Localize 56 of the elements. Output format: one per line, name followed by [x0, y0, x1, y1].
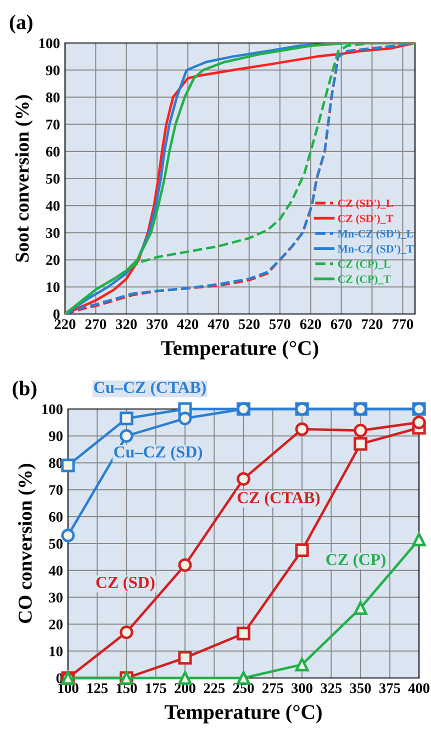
- y-tick-label: 80: [46, 92, 60, 102]
- x-tick-label: 225: [204, 683, 225, 694]
- y-tick-label: 10: [50, 646, 63, 656]
- legend-label: CZ (CP)_L: [338, 260, 390, 270]
- x-tick-label: 350: [350, 683, 371, 694]
- series-label: CZ (CP): [326, 553, 386, 569]
- series-label: CZ (CTAB): [238, 492, 320, 507]
- y-tick-label: 40: [46, 200, 60, 211]
- legend-label: CZ (CP)_T: [338, 275, 391, 286]
- y-tick-label: 100: [42, 404, 63, 414]
- x-tick-label: 275: [262, 683, 284, 694]
- y-tick-label: 40: [48, 566, 63, 576]
- x-tick-label: 125: [87, 683, 108, 694]
- x-tick-label: 400: [408, 683, 430, 694]
- x-axis-title: Temperature (°C): [161, 340, 318, 360]
- y-tick-label: 0: [53, 309, 60, 320]
- x-tick-label: 270: [85, 319, 106, 330]
- x-axis-title: Temperature (°C): [164, 704, 322, 724]
- x-tick-label: 375: [379, 683, 400, 694]
- y-tick-label: 20: [46, 255, 60, 266]
- y-tick-label: 10: [46, 282, 60, 292]
- series-label: Cu–CZ (CTAB): [94, 381, 206, 396]
- series-label: Cu–CZ (SD): [114, 446, 202, 461]
- y-axis-title: Soot conversion (%): [15, 95, 33, 262]
- x-tick-label: 520: [238, 319, 260, 330]
- x-tick-label: 175: [146, 683, 166, 694]
- x-tick-label: 325: [320, 683, 342, 694]
- chart-title: (b): [12, 380, 36, 400]
- x-tick-label: 670: [330, 319, 352, 330]
- legend-label: CZ (SD')_L: [338, 199, 393, 210]
- x-tick-label: 720: [362, 319, 382, 330]
- y-tick-label: 100: [39, 38, 60, 48]
- x-tick-label: 300: [292, 683, 312, 694]
- x-tick-label: 570: [270, 319, 290, 330]
- legend-label: CZ (SD')_T: [338, 214, 394, 225]
- y-tick-label: 30: [49, 592, 63, 603]
- y-tick-label: 60: [46, 146, 60, 157]
- x-tick-label: 420: [177, 319, 198, 330]
- chart-title: (a): [10, 14, 32, 34]
- x-tick-label: 220: [54, 319, 76, 330]
- y-axis-title: CO conversion (%): [18, 464, 36, 624]
- x-tick-label: 370: [146, 319, 168, 330]
- y-tick-label: 20: [49, 620, 63, 630]
- y-tick-label: 70: [49, 485, 63, 495]
- x-tick-label: 770: [392, 319, 414, 330]
- y-tick-label: 30: [46, 228, 60, 238]
- x-tick-label: 320: [116, 319, 137, 330]
- y-tick-label: 70: [46, 120, 60, 130]
- y-tick-label: 50: [46, 174, 60, 184]
- x-tick-label: 470: [208, 319, 229, 330]
- y-tick-label: 60: [49, 512, 63, 522]
- y-tick-label: 90: [46, 65, 60, 76]
- y-tick-label: 50: [49, 538, 63, 549]
- x-tick-label: 620: [300, 319, 321, 330]
- y-tick-label: 90: [48, 431, 63, 442]
- series-label: CZ (SD): [96, 576, 154, 592]
